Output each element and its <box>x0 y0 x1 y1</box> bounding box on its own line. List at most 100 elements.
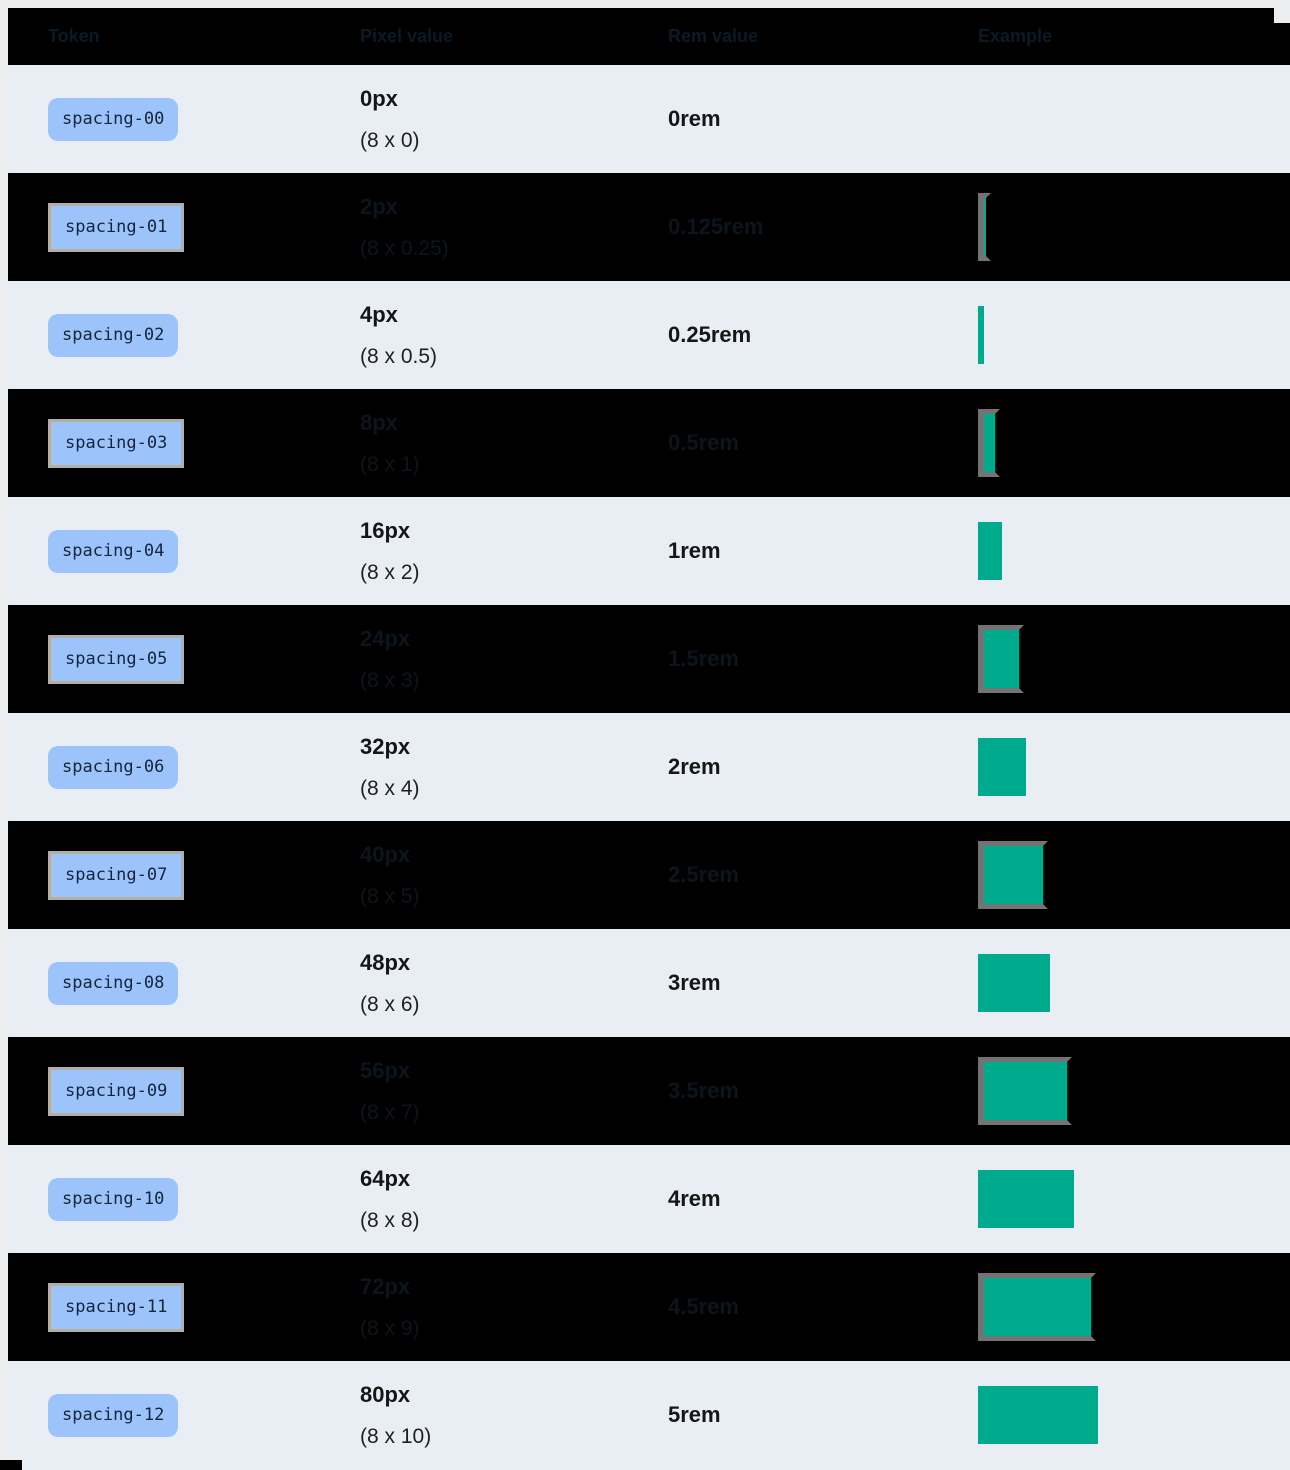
table-row: spacing-02 4px (8 x 0.5) 0.25rem <box>8 281 1290 389</box>
px-value: 56px <box>360 1057 411 1083</box>
token-cell: spacing-03 <box>8 389 320 497</box>
rem-value-cell: 3.5rem <box>628 1037 938 1145</box>
table-row: spacing-07 40px (8 x 5) 2.5rem <box>8 821 1290 929</box>
size-example-cell <box>938 1037 1290 1145</box>
px-value-cell: 56px (8 x 7) <box>320 1037 628 1145</box>
px-formula: (8 x 1) <box>360 452 420 476</box>
rem-value-cell: 0rem <box>628 65 938 173</box>
px-value-cell: 16px (8 x 2) <box>320 497 628 605</box>
size-example-cell <box>938 929 1290 1037</box>
rem-value-cell: 0.125rem <box>628 173 938 281</box>
token-badge: spacing-09 <box>48 1066 185 1116</box>
px-formula: (8 x 0) <box>360 128 420 152</box>
rem-value: 5rem <box>668 1402 721 1427</box>
table-row: spacing-09 56px (8 x 7) 3.5rem <box>8 1037 1290 1145</box>
px-value-cell: 8px (8 x 1) <box>320 389 628 497</box>
token-cell: spacing-00 <box>8 65 320 173</box>
rem-value-cell: 2rem <box>628 713 938 821</box>
table-row: spacing-10 64px (8 x 8) 4rem <box>8 1145 1290 1253</box>
token-cell: spacing-06 <box>8 713 320 821</box>
token-badge: spacing-01 <box>48 202 185 252</box>
token-cell: spacing-04 <box>8 497 320 605</box>
px-formula: (8 x 2) <box>360 560 420 584</box>
size-swatch <box>978 306 984 364</box>
token-badge: spacing-06 <box>48 745 179 789</box>
token-badge: spacing-02 <box>48 313 179 357</box>
rem-value: 4rem <box>668 1186 721 1211</box>
rem-value: 0.25rem <box>668 322 752 347</box>
table-row: spacing-03 8px (8 x 1) 0.5rem <box>8 389 1290 497</box>
px-value: 16px <box>360 517 411 543</box>
rem-value: 2.5rem <box>668 862 739 887</box>
px-value-cell: 40px (8 x 5) <box>320 821 628 929</box>
size-swatch <box>978 409 1000 477</box>
px-value-cell: 0px (8 x 0) <box>320 65 628 173</box>
px-formula: (8 x 5) <box>360 884 420 908</box>
size-swatch <box>978 1057 1072 1125</box>
px-formula: (8 x 3) <box>360 668 420 692</box>
px-value-cell: 48px (8 x 6) <box>320 929 628 1037</box>
rem-value: 0rem <box>668 106 721 131</box>
px-value-cell: 32px (8 x 4) <box>320 713 628 821</box>
rem-value-cell: 1.5rem <box>628 605 938 713</box>
size-example-cell <box>938 1361 1290 1469</box>
px-value: 2px <box>360 193 398 219</box>
px-formula: (8 x 0.25) <box>360 236 449 260</box>
px-value: 72px <box>360 1273 411 1299</box>
px-value: 4px <box>360 301 398 327</box>
size-example-cell <box>938 821 1290 929</box>
token-cell: spacing-05 <box>8 605 320 713</box>
rem-value: 3rem <box>668 970 721 995</box>
column-header: Example <box>978 26 1053 46</box>
px-value-cell: 64px (8 x 8) <box>320 1145 628 1253</box>
token-badge: spacing-10 <box>48 1177 179 1221</box>
size-example-cell <box>938 497 1290 605</box>
rem-value: 1rem <box>668 538 721 563</box>
table-row: spacing-01 2px (8 x 0.25) 0.125rem <box>8 173 1290 281</box>
px-value: 80px <box>360 1381 411 1407</box>
rem-value: 0.5rem <box>668 430 739 455</box>
px-formula: (8 x 6) <box>360 992 420 1016</box>
rem-value-cell: 0.25rem <box>628 281 938 389</box>
px-value-cell: 72px (8 x 9) <box>320 1253 628 1361</box>
token-cell: spacing-11 <box>8 1253 320 1361</box>
px-value-cell: 2px (8 x 0.25) <box>320 173 628 281</box>
px-formula: (8 x 8) <box>360 1208 420 1232</box>
size-swatch <box>978 193 991 261</box>
size-swatch <box>978 841 1048 909</box>
token-badge: spacing-05 <box>48 634 185 684</box>
px-value: 40px <box>360 841 411 867</box>
token-cell: spacing-08 <box>8 929 320 1037</box>
rem-value: 0.125rem <box>668 214 764 239</box>
table-row: spacing-00 0px (8 x 0) 0rem <box>8 65 1290 173</box>
rem-value: 3.5rem <box>668 1078 739 1103</box>
token-badge: spacing-07 <box>48 850 185 900</box>
px-formula: (8 x 9) <box>360 1316 420 1340</box>
spacing-token-table: Token Pixel value Rem value Example spacing… <box>8 8 1290 1469</box>
px-formula: (8 x 0.5) <box>360 344 438 368</box>
size-swatch <box>978 522 1002 580</box>
token-badge: spacing-12 <box>48 1393 179 1437</box>
size-example-cell <box>938 1145 1290 1253</box>
token-badge: spacing-08 <box>48 961 179 1005</box>
table-header-row: Token Pixel value Rem value Example <box>8 8 1290 65</box>
table-row: spacing-11 72px (8 x 9) 4.5rem <box>8 1253 1290 1361</box>
rem-value-cell: 1rem <box>628 497 938 605</box>
rem-value-cell: 5rem <box>628 1361 938 1469</box>
table-row: spacing-12 80px (8 x 10) 5rem <box>8 1361 1290 1469</box>
token-cell: spacing-02 <box>8 281 320 389</box>
column-header: Pixel value <box>360 26 454 46</box>
column-header: Rem value <box>668 26 759 46</box>
token-cell: spacing-12 <box>8 1361 320 1469</box>
size-example-cell <box>938 65 1290 173</box>
rem-value-cell: 4rem <box>628 1145 938 1253</box>
token-badge: spacing-11 <box>48 1282 185 1332</box>
token-cell: spacing-07 <box>8 821 320 929</box>
px-value: 64px <box>360 1165 411 1191</box>
size-swatch <box>978 1386 1098 1444</box>
px-formula: (8 x 7) <box>360 1100 420 1124</box>
rem-value-cell: 4.5rem <box>628 1253 938 1361</box>
table-row: spacing-06 32px (8 x 4) 2rem <box>8 713 1290 821</box>
rem-value: 1.5rem <box>668 646 739 671</box>
token-badge: spacing-00 <box>48 97 179 141</box>
